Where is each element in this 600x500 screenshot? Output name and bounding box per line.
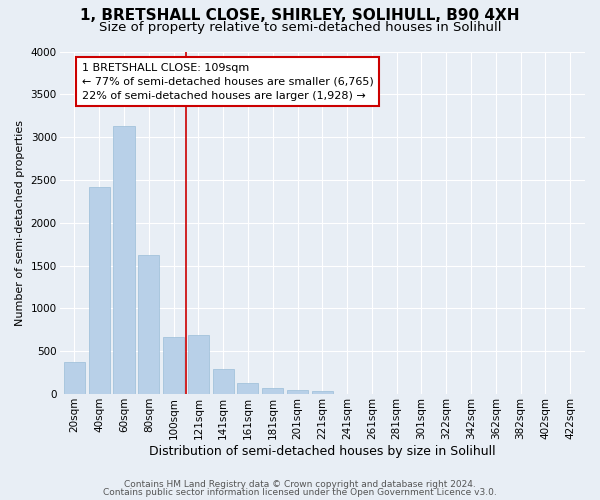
Text: Size of property relative to semi-detached houses in Solihull: Size of property relative to semi-detach… [99, 21, 501, 34]
Bar [312, 392, 333, 394]
Text: Contains HM Land Registry data © Crown copyright and database right 2024.: Contains HM Land Registry data © Crown c… [124, 480, 476, 489]
Bar [64, 362, 85, 394]
Bar [188, 335, 209, 394]
X-axis label: Distribution of semi-detached houses by size in Solihull: Distribution of semi-detached houses by … [149, 444, 496, 458]
Y-axis label: Number of semi-detached properties: Number of semi-detached properties [15, 120, 25, 326]
Bar [212, 369, 233, 394]
Bar [89, 187, 110, 394]
Text: 1 BRETSHALL CLOSE: 109sqm
← 77% of semi-detached houses are smaller (6,765)
22% : 1 BRETSHALL CLOSE: 109sqm ← 77% of semi-… [82, 62, 374, 100]
Bar [262, 388, 283, 394]
Bar [287, 390, 308, 394]
Bar [113, 126, 134, 394]
Text: Contains public sector information licensed under the Open Government Licence v3: Contains public sector information licen… [103, 488, 497, 497]
Bar [163, 336, 184, 394]
Bar [238, 383, 259, 394]
Bar [138, 256, 160, 394]
Text: 1, BRETSHALL CLOSE, SHIRLEY, SOLIHULL, B90 4XH: 1, BRETSHALL CLOSE, SHIRLEY, SOLIHULL, B… [80, 8, 520, 22]
